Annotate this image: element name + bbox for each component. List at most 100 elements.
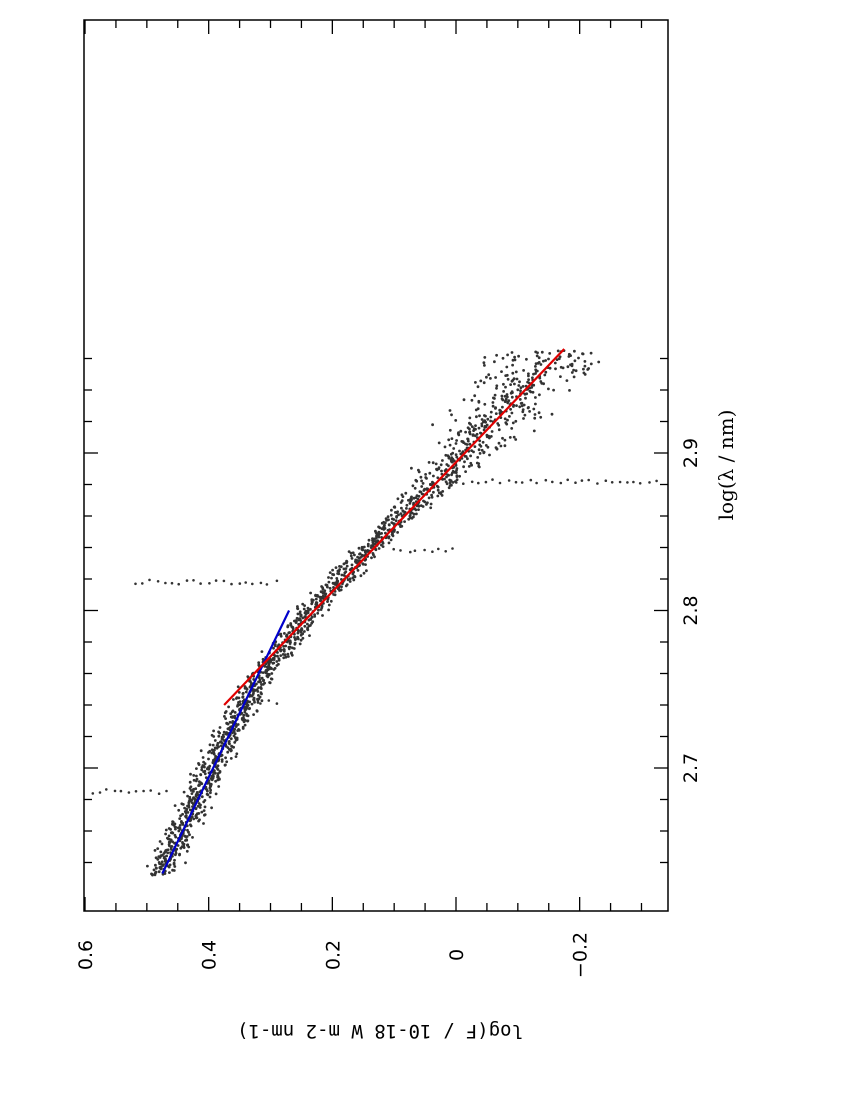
data-point <box>570 362 574 366</box>
data-point <box>512 435 516 439</box>
data-point <box>298 610 302 614</box>
data-point <box>374 529 377 533</box>
data-point <box>450 437 454 440</box>
red-fit-line <box>223 348 565 706</box>
data-point <box>419 475 423 479</box>
data-point <box>257 661 261 665</box>
data-point <box>437 547 440 551</box>
data-point <box>203 769 207 773</box>
data-point <box>272 661 276 665</box>
data-point <box>157 861 161 864</box>
data-point <box>281 653 285 656</box>
data-point <box>596 482 599 485</box>
data-point <box>505 393 509 396</box>
data-point <box>582 367 585 371</box>
data-point <box>210 733 214 737</box>
data-point <box>165 854 169 858</box>
data-point <box>244 581 247 584</box>
data-point <box>514 438 518 441</box>
data-point <box>170 831 174 834</box>
data-point <box>427 461 431 464</box>
data-point <box>324 583 328 587</box>
data-point <box>374 536 378 540</box>
blue-fit-line <box>161 610 291 875</box>
data-point <box>248 700 252 704</box>
data-point <box>455 481 458 484</box>
data-point <box>180 802 184 806</box>
data-point <box>190 815 194 819</box>
data-point <box>583 360 587 363</box>
data-point <box>544 370 548 374</box>
x-axis-title: log(λ / nm) <box>714 410 738 521</box>
data-point <box>165 789 168 793</box>
data-point <box>396 510 399 514</box>
data-point <box>267 699 271 702</box>
data-point <box>184 861 187 865</box>
data-point <box>301 632 305 636</box>
data-point <box>410 466 413 470</box>
data-point <box>448 428 452 432</box>
data-point <box>257 686 260 690</box>
data-point <box>170 845 174 848</box>
data-point <box>280 648 283 652</box>
data-point <box>189 772 192 776</box>
data-point <box>306 626 309 630</box>
data-point <box>350 557 354 560</box>
data-point <box>500 394 504 398</box>
data-point <box>441 490 445 493</box>
data-point <box>504 421 508 424</box>
data-point <box>400 493 404 497</box>
data-point <box>346 578 350 582</box>
data-point <box>201 756 205 759</box>
data-point <box>188 808 192 812</box>
data-point <box>186 794 190 798</box>
data-point <box>260 676 264 680</box>
data-point <box>154 870 158 874</box>
data-point <box>197 780 201 783</box>
data-point <box>539 415 543 419</box>
data-point <box>555 358 559 361</box>
data-point <box>273 643 277 646</box>
data-point <box>448 478 452 482</box>
data-point <box>527 406 530 409</box>
data-point <box>176 844 180 847</box>
data-point <box>272 656 276 660</box>
data-point <box>224 763 227 767</box>
data-point <box>523 413 527 417</box>
data-point <box>464 430 467 434</box>
data-point <box>262 678 266 682</box>
data-point <box>216 741 220 745</box>
data-point <box>214 579 218 582</box>
data-point <box>288 631 291 634</box>
data-point <box>233 732 237 736</box>
data-point <box>512 377 516 381</box>
data-point <box>183 806 187 810</box>
data-point <box>477 481 480 485</box>
data-point <box>348 580 352 583</box>
data-point <box>186 843 190 847</box>
data-point <box>260 699 264 703</box>
data-point <box>321 594 325 598</box>
data-point <box>483 419 487 423</box>
data-point <box>392 547 396 551</box>
data-point <box>186 811 190 814</box>
data-point <box>288 639 292 643</box>
data-point <box>184 814 188 817</box>
data-point <box>171 822 174 826</box>
data-point <box>513 382 516 386</box>
data-point <box>437 441 441 445</box>
data-point <box>393 505 396 509</box>
data-point <box>525 357 528 361</box>
data-point <box>339 588 343 592</box>
data-point <box>444 468 448 471</box>
data-point <box>511 363 514 367</box>
data-point <box>409 550 412 554</box>
data-point <box>478 414 481 418</box>
data-point <box>377 530 381 534</box>
data-point <box>154 866 158 870</box>
data-point <box>565 379 569 382</box>
data-point <box>261 657 265 661</box>
data-point <box>380 543 383 547</box>
data-point <box>547 357 550 361</box>
data-point <box>535 354 539 358</box>
